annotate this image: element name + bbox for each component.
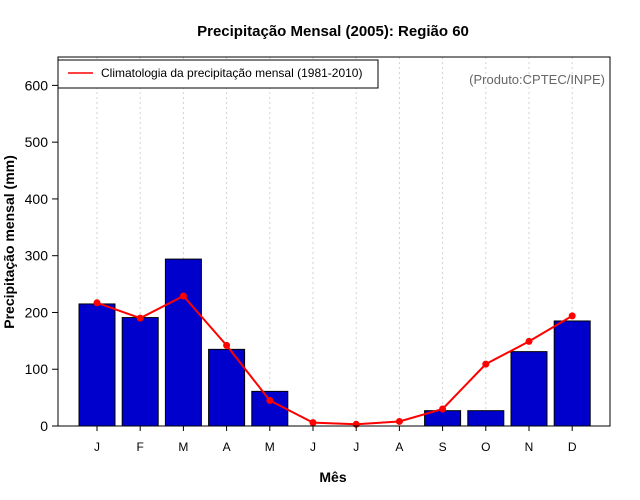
y-tick-label: 500: [25, 134, 49, 150]
climatology-point-2: [136, 314, 144, 322]
climatology-point-10: [482, 360, 490, 368]
y-axis-label: Precipitação mensal (mm): [1, 155, 17, 329]
bar-3: [164, 258, 202, 427]
climatology-point-1: [93, 299, 101, 307]
credit-annotation: (Produto:CPTEC/INPE): [469, 72, 605, 87]
grid-lines: [96, 57, 573, 426]
bar-1: [78, 303, 116, 427]
x-axis-label: Mês: [319, 469, 346, 485]
plot-frame: [57, 56, 611, 427]
x-tick-label: F: [137, 440, 144, 454]
x-tick-label: A: [223, 440, 231, 454]
x-tick-label: O: [481, 440, 490, 454]
climatology-point-9: [439, 405, 447, 413]
y-tick-label: 100: [25, 361, 49, 377]
chart-title: Precipitação Mensal (2005): Região 60: [197, 23, 469, 40]
legend-box: [57, 59, 379, 89]
bar-12: [553, 320, 591, 427]
bar-5: [251, 390, 289, 427]
y-tick-label: 400: [25, 191, 49, 207]
climatology-line: [96, 294, 573, 426]
y-tick-label: 300: [25, 248, 49, 264]
y-tick-label: 200: [25, 304, 49, 320]
x-tick-label: N: [525, 440, 534, 454]
climatology-point-12: [568, 312, 576, 320]
climatology-point-11: [525, 337, 533, 345]
y-axis: 0 100 200 300 400 500 600: [25, 77, 58, 434]
climatology-point-4: [223, 341, 231, 349]
bar-series: [78, 258, 591, 427]
climatology-point-3: [179, 292, 187, 300]
climatology-point-8: [395, 417, 403, 425]
x-tick-label: M: [178, 440, 188, 454]
legend: Climatologia da precipitação mensal (198…: [57, 59, 379, 89]
climatology-point-5: [266, 396, 274, 404]
x-tick-label: A: [395, 440, 403, 454]
x-tick-label: J: [353, 440, 359, 454]
y-tick-label: 0: [40, 418, 48, 434]
legend-entry: Climatologia da precipitação mensal (198…: [101, 66, 362, 80]
bar-10: [467, 410, 505, 427]
bar-11: [510, 351, 548, 427]
x-tick-label: D: [568, 440, 577, 454]
x-tick-label: M: [265, 440, 275, 454]
x-tick-label: J: [310, 440, 316, 454]
x-tick-label: J: [94, 440, 100, 454]
bar-2: [121, 317, 159, 427]
climatology-line-series: [93, 292, 576, 428]
y-tick-label: 600: [25, 77, 49, 93]
x-tick-label: S: [439, 440, 447, 454]
climatology-point-6: [309, 419, 317, 427]
